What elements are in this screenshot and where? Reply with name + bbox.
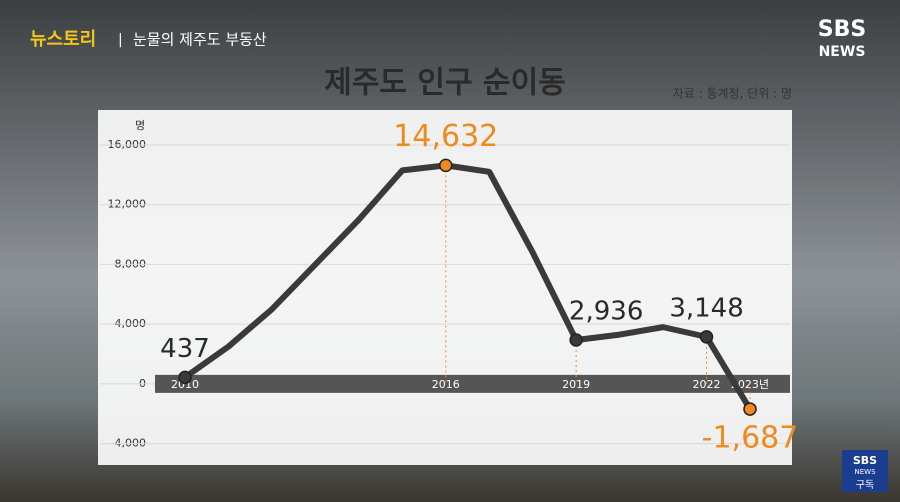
logo-sub: NEWS — [819, 44, 866, 60]
x-tick-label: 2019 — [562, 378, 590, 391]
subscribe-logo-sub[interactable]: NEWS — [854, 468, 876, 476]
y-unit: 명 — [135, 119, 145, 132]
data-point — [743, 402, 757, 416]
value-label: 437 — [160, 334, 210, 364]
separator: | — [118, 32, 123, 48]
subscribe-logo[interactable]: SBS — [853, 454, 877, 467]
x-tick-label: 2016 — [432, 378, 460, 391]
x-tick-label: 2022 — [693, 378, 721, 391]
data-point — [569, 333, 583, 347]
x-tick-label: 2010 — [171, 378, 199, 391]
value-label: 2,936 — [569, 297, 643, 327]
program-title: 눈물의 제주도 부동산 — [133, 31, 267, 49]
subscribe-box[interactable] — [842, 450, 888, 492]
subscribe[interactable]: SBS NEWS 구독 — [842, 450, 888, 492]
chart-title: 제주도 인구 순이동 — [324, 66, 566, 101]
value-label: 3,148 — [669, 293, 743, 323]
data-line — [183, 162, 753, 411]
value-label: 14,632 — [393, 119, 498, 154]
x-axis-band — [155, 374, 790, 393]
source: 자료 : 통계청, 단위 : 명 — [673, 87, 792, 101]
data-point — [439, 158, 453, 173]
data-point — [699, 330, 714, 344]
data-point — [178, 370, 192, 385]
brand: 뉴스토리 — [30, 29, 96, 50]
value-label: -1,687 — [702, 421, 799, 456]
logo: SBS — [818, 17, 866, 42]
subscribe-label[interactable]: 구독 — [856, 479, 874, 491]
